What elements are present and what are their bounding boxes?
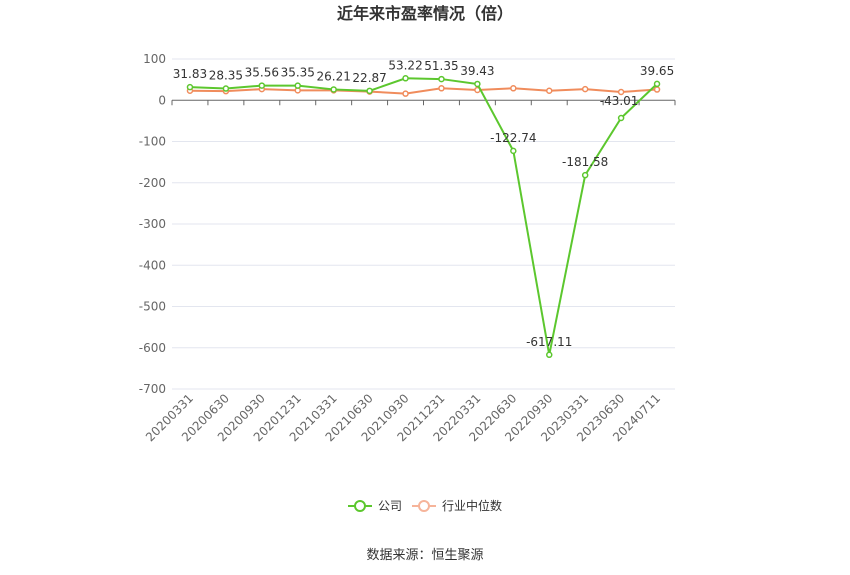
- company-point: [366, 87, 373, 95]
- legend-item-industry-median[interactable]: 行业中位数: [412, 498, 502, 513]
- industry-median-point: [617, 88, 625, 96]
- data-label: -122.74: [490, 131, 536, 145]
- data-label: 39.65: [640, 64, 674, 78]
- y-tick-label: -100: [139, 135, 166, 149]
- industry-median-point: [510, 85, 517, 92]
- y-tick-label: -500: [139, 300, 166, 314]
- industry-median-point: [402, 90, 409, 97]
- company-point: [617, 114, 625, 122]
- company-point: [438, 75, 445, 83]
- chart-title: 近年来市盈率情况（倍）: [337, 4, 513, 23]
- company-point: [294, 82, 301, 89]
- legend-company-label: 公司: [378, 499, 402, 513]
- data-label: 35.56: [245, 66, 279, 80]
- company-point: [330, 86, 337, 93]
- industry-median-point: [546, 87, 553, 95]
- y-tick-label: -600: [139, 341, 166, 355]
- series-group: [186, 75, 661, 359]
- company-point: [258, 82, 266, 89]
- company-point: [186, 83, 194, 91]
- legend-item-company[interactable]: 公司: [348, 499, 402, 513]
- company-point: [222, 85, 230, 92]
- data-label: 39.43: [460, 64, 494, 78]
- industry-median-line: [189, 87, 658, 95]
- industry-median-point: [653, 86, 661, 93]
- legend[interactable]: 公司 行业中位数: [348, 498, 502, 513]
- company-point: [653, 80, 661, 88]
- data-label: 51.35: [424, 59, 458, 73]
- y-tick-label: 0: [158, 93, 166, 107]
- y-axis: 100 0 -100 -200 -300 -400 -500 -600 -700: [139, 52, 166, 396]
- company-point: [510, 147, 517, 155]
- legend-industry-marker: [418, 500, 430, 512]
- y-tick-label: -400: [139, 258, 166, 272]
- data-label: -617.11: [526, 335, 572, 349]
- data-label: 26.21: [316, 69, 350, 83]
- data-label: 28.35: [209, 69, 243, 83]
- legend-industry-label: 行业中位数: [442, 498, 502, 513]
- company-point: [474, 80, 481, 88]
- data-label: 53.22: [388, 58, 422, 72]
- company-point: [402, 75, 409, 82]
- y-tick-label: -300: [139, 217, 166, 231]
- industry-median-point: [581, 85, 589, 93]
- y-tick-label: -700: [139, 382, 166, 396]
- legend-company-marker: [354, 500, 366, 512]
- y-tick-label: 100: [143, 52, 166, 66]
- company-point: [581, 171, 589, 179]
- source-note: 数据来源：恒生聚源: [366, 548, 483, 563]
- data-label: 31.83: [173, 67, 207, 81]
- data-label: -43.01: [600, 94, 639, 108]
- y-tick-label: -200: [139, 176, 166, 190]
- industry-median-point: [438, 85, 445, 92]
- company-line: [189, 77, 658, 356]
- data-label: -181.58: [562, 155, 608, 169]
- data-label: 35.35: [281, 66, 315, 80]
- company-point: [546, 351, 553, 359]
- x-axis: 2020033120200630202009302020123120210331…: [143, 99, 676, 444]
- data-label: 22.87: [352, 71, 386, 85]
- grid-lines: [172, 58, 675, 390]
